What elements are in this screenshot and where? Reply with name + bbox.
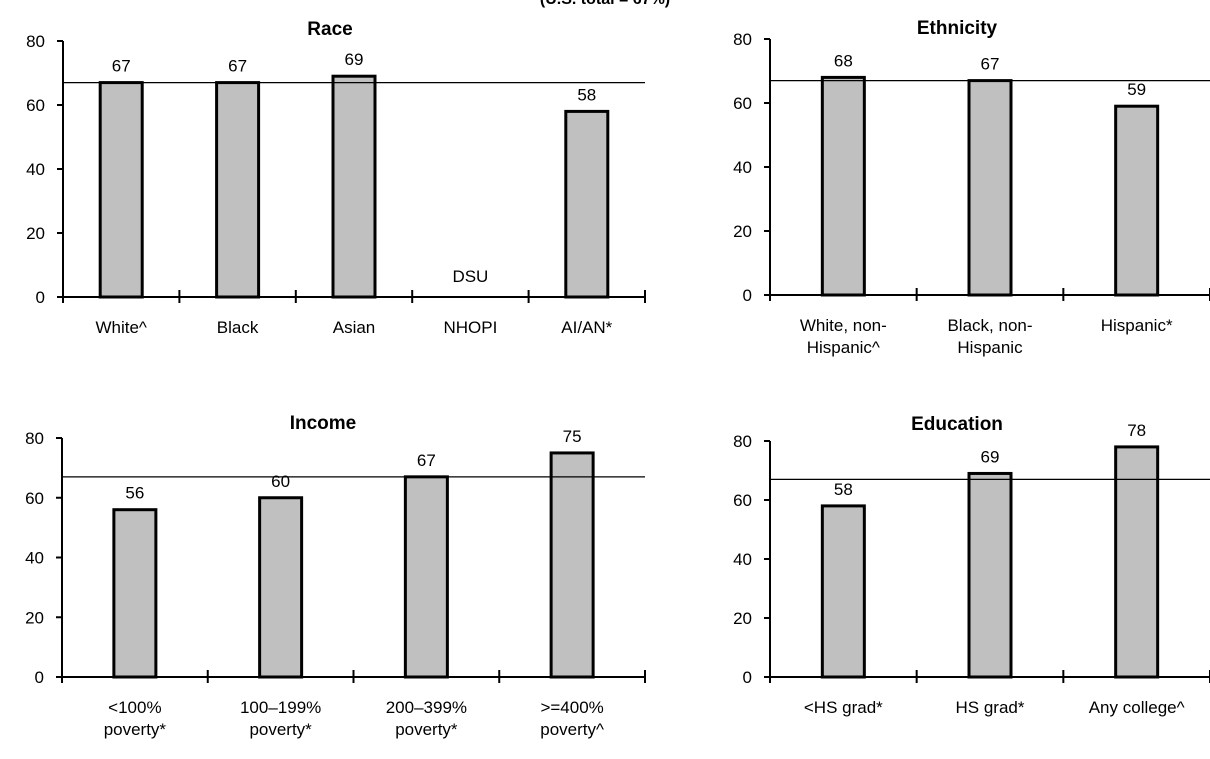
category-label: Hispanic* — [1101, 316, 1173, 335]
y-tick-label: 0 — [35, 668, 44, 687]
y-tick-label: 0 — [743, 286, 752, 305]
y-tick-label: 0 — [743, 668, 752, 687]
data-label: 68 — [834, 51, 853, 70]
category-label: Asian — [333, 318, 376, 337]
y-tick-label: 20 — [25, 608, 44, 627]
category-label: White^ — [95, 318, 146, 337]
category-label: poverty* — [249, 720, 312, 739]
category-label: 200–399% — [386, 698, 467, 717]
data-label: 78 — [1127, 421, 1146, 440]
chart-title: Race — [307, 19, 352, 40]
category-label: <100% — [108, 698, 161, 717]
data-label: 67 — [981, 55, 1000, 74]
category-label: Black, non- — [947, 316, 1032, 335]
category-label: Hispanic^ — [807, 338, 880, 357]
y-tick-label: 80 — [733, 432, 752, 451]
category-label: poverty* — [104, 720, 167, 739]
bar — [967, 79, 1013, 297]
bar — [1114, 104, 1160, 297]
y-tick-label: 20 — [733, 609, 752, 628]
category-label: <HS grad* — [804, 698, 883, 717]
bar — [967, 471, 1013, 679]
y-tick-label: 0 — [36, 288, 45, 307]
chart-title: Ethnicity — [917, 18, 998, 39]
bar — [331, 74, 377, 299]
y-tick-label: 20 — [26, 224, 45, 243]
data-label: 58 — [577, 85, 596, 104]
bar — [564, 109, 610, 299]
data-label: 56 — [125, 484, 144, 503]
y-tick-label: 80 — [26, 32, 45, 51]
data-label: DSU — [452, 267, 488, 286]
category-label: Black — [217, 318, 259, 337]
us-total-caption: (U.S. total = 67%) — [0, 0, 1210, 9]
bar — [549, 451, 595, 679]
y-tick-label: 80 — [25, 429, 44, 448]
category-label: White, non- — [800, 316, 887, 335]
chart-ethnicity: Ethnicity 0 20 40 60 80 68 White, non- Hispanic^… — [733, 18, 1210, 357]
bar — [820, 504, 866, 679]
chart-race: Race 0 20 40 60 80 67 White^ 67 Black 69 Asian DSU NH… — [26, 19, 646, 337]
bar — [98, 81, 144, 299]
bar — [1114, 445, 1160, 679]
bar — [215, 81, 261, 299]
category-label: Hispanic — [957, 338, 1023, 357]
data-label: 67 — [112, 57, 131, 76]
y-tick-label: 40 — [26, 160, 45, 179]
data-label: 58 — [834, 480, 853, 499]
bar — [820, 75, 866, 297]
data-label: 67 — [228, 57, 247, 76]
data-label: 59 — [1127, 80, 1146, 99]
category-label: 100–199% — [240, 698, 321, 717]
data-label: 69 — [345, 50, 364, 69]
y-tick-label: 80 — [733, 30, 752, 49]
y-tick-label: 40 — [733, 158, 752, 177]
data-label: 60 — [271, 472, 290, 491]
chart-title: Income — [290, 413, 357, 434]
y-tick-label: 20 — [733, 222, 752, 241]
category-label: HS grad* — [956, 698, 1025, 717]
y-tick-label: 60 — [733, 491, 752, 510]
category-label: >=400% — [540, 698, 603, 717]
category-label: AI/AN* — [561, 318, 612, 337]
y-tick-label: 60 — [25, 489, 44, 508]
bar — [258, 496, 304, 679]
bar — [112, 508, 158, 679]
y-tick-label: 60 — [26, 96, 45, 115]
category-label: poverty* — [395, 720, 458, 739]
data-label: 75 — [563, 427, 582, 446]
category-label: poverty^ — [540, 720, 604, 739]
chart-education: Education 0 20 40 60 80 58 <HS grad* 69 HS grad* 7… — [733, 414, 1210, 717]
bar — [403, 475, 449, 679]
category-label: Any college^ — [1089, 698, 1185, 717]
data-label: 67 — [417, 451, 436, 470]
data-label: 69 — [981, 447, 1000, 466]
y-tick-label: 40 — [733, 550, 752, 569]
y-tick-label: 60 — [733, 94, 752, 113]
chart-income: Income 0 20 40 60 80 56 <100% poverty* 60 100–199%… — [25, 413, 646, 739]
y-tick-label: 40 — [25, 549, 44, 568]
category-label: NHOPI — [443, 318, 497, 337]
chart-title: Education — [911, 414, 1003, 435]
